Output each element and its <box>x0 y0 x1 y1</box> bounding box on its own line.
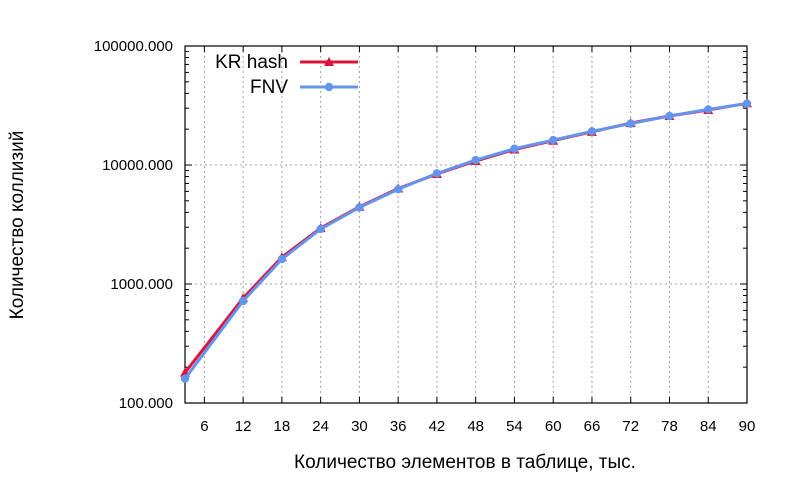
x-tick-label: 84 <box>700 418 717 435</box>
x-tick-label: 90 <box>739 418 756 435</box>
data-point-fnv <box>393 185 403 194</box>
data-point-fnv <box>180 374 190 383</box>
y-tick-label: 10000.000 <box>102 157 173 174</box>
x-tick-label: 48 <box>467 418 484 435</box>
x-tick-label: 78 <box>661 418 678 435</box>
legend-label-fnv: FNV <box>250 77 288 98</box>
axis-ticks: 6 12 18 24 30 36 42 48 54 60 66 72 78 84 90 100.000 1000… <box>94 38 756 435</box>
x-tick-label: 12 <box>235 418 252 435</box>
data-point-fnv <box>665 111 674 121</box>
series-line-kr-hash <box>183 101 748 374</box>
x-tick-label: 18 <box>274 418 291 435</box>
series-group <box>180 98 752 383</box>
y-axis-title: Количество коллизий <box>7 131 28 320</box>
data-point-fnv <box>549 135 558 145</box>
grid <box>185 46 747 403</box>
data-point-fnv <box>704 105 713 114</box>
y-tick-label: 1000.000 <box>110 276 173 293</box>
x-tick-label: 42 <box>429 418 446 435</box>
series-line-fnv <box>183 102 748 380</box>
plot-frame <box>184 45 748 404</box>
data-point-fnv <box>355 203 364 212</box>
data-point-fnv <box>587 127 597 136</box>
y-tick-label: 100.000 <box>119 395 173 412</box>
data-point-fnv <box>277 254 287 264</box>
data-point-fnv <box>510 144 519 153</box>
data-point-fnv <box>471 155 480 165</box>
series-fnv <box>180 99 752 383</box>
data-point-fnv <box>316 224 325 234</box>
x-tick-label: 24 <box>312 418 329 435</box>
x-tick-label: 66 <box>584 418 601 435</box>
y-tick-label: 100000.000 <box>94 38 173 55</box>
legend-label-kr-hash: KR hash <box>215 52 288 73</box>
legend: KR hash FNV <box>215 52 358 98</box>
legend-marker-kr-hash <box>324 57 334 66</box>
x-tick-label: 30 <box>351 418 368 435</box>
x-tick-label: 60 <box>545 418 562 435</box>
data-point-fnv <box>238 296 248 306</box>
legend-marker-fnv <box>324 82 334 92</box>
data-point-fnv <box>432 169 442 178</box>
x-tick-label: 6 <box>200 418 208 435</box>
series-kr-hash <box>180 98 752 377</box>
data-point-fnv <box>742 99 752 108</box>
data-point-fnv <box>626 119 635 128</box>
x-tick-label: 72 <box>622 418 639 435</box>
x-axis-title: Количество элементов в таблице, тыс. <box>294 452 636 473</box>
x-tick-label: 36 <box>390 418 407 435</box>
x-tick-label: 54 <box>506 418 523 435</box>
